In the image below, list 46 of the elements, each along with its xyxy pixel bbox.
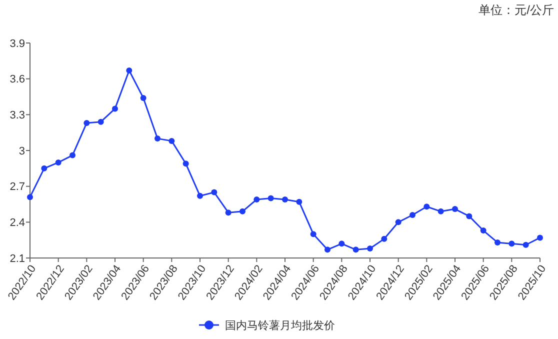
- y-tick-label: 3.6: [10, 74, 25, 86]
- y-tick-label: 2.7: [10, 181, 25, 194]
- point: [197, 192, 203, 199]
- point: [395, 219, 402, 226]
- point: [154, 136, 160, 142]
- point: [367, 245, 373, 252]
- point: [55, 159, 62, 166]
- point: [466, 213, 472, 220]
- y-tick-label: 3.9: [10, 38, 25, 50]
- y-tick-label: 3.3: [10, 110, 25, 122]
- point: [112, 106, 118, 112]
- y-tick-label: 3: [18, 145, 25, 158]
- point: [225, 210, 232, 216]
- point: [268, 195, 274, 202]
- y-tick-label: 2.4: [10, 217, 25, 230]
- point: [310, 231, 316, 238]
- point: [508, 240, 515, 247]
- point: [240, 208, 246, 214]
- point: [410, 212, 416, 218]
- point: [182, 160, 189, 167]
- point: [438, 208, 444, 214]
- point: [41, 165, 48, 172]
- point: [211, 189, 218, 196]
- point: [381, 236, 388, 242]
- point: [494, 239, 500, 246]
- legend-label: 国内马铃薯月均批发价: [225, 318, 335, 332]
- point: [324, 246, 330, 253]
- y-tick-label: 2.1: [10, 252, 25, 265]
- point: [352, 246, 359, 253]
- point: [140, 94, 146, 101]
- point: [254, 196, 260, 202]
- point: [338, 240, 345, 247]
- point: [84, 120, 90, 126]
- point: [98, 118, 104, 125]
- text: 单位：元/公斤: [478, 3, 554, 17]
- point: [480, 228, 486, 234]
- point: [282, 196, 288, 202]
- point: [126, 67, 132, 74]
- point: [424, 204, 430, 210]
- point: [452, 206, 458, 212]
- point: [70, 152, 76, 158]
- point: [168, 138, 175, 144]
- point: [296, 198, 302, 205]
- point: [522, 242, 529, 248]
- point: [27, 194, 33, 200]
- point: [537, 234, 543, 241]
